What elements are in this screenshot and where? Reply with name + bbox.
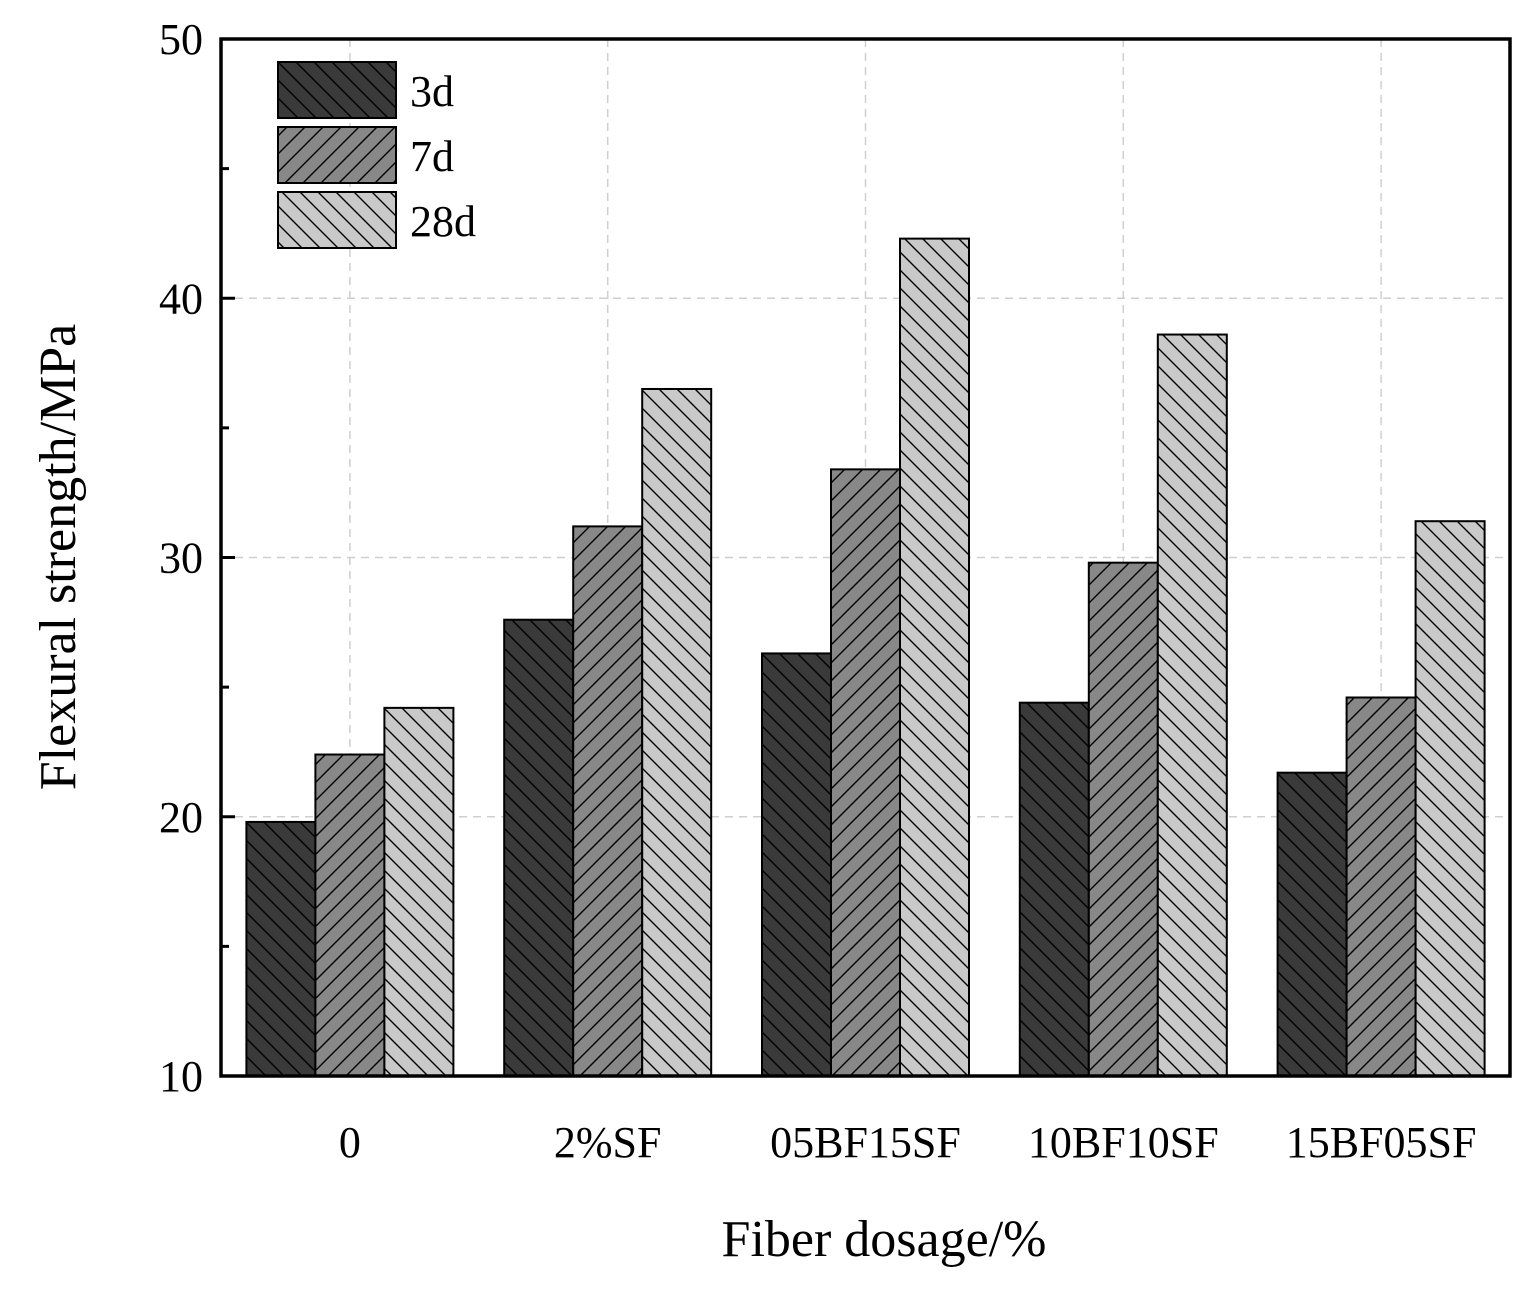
y-tick-label: 40 (159, 274, 203, 323)
axes: 10 20 30 40 50 0 2%SF 05BF15SF 10BF10SF 15BF05SF (159, 15, 1512, 1167)
bar-28d-0 (383, 706, 455, 1077)
legend-label-28d: 28d (410, 197, 476, 246)
x-tick-label: 2%SF (554, 1118, 662, 1167)
x-tick-label: 05BF15SF (770, 1118, 961, 1167)
legend: 3d 7d 28d (277, 61, 476, 249)
legend-swatch-3d (277, 61, 397, 119)
x-tick-label: 15BF05SF (1286, 1118, 1477, 1167)
y-tick-label: 10 (159, 1052, 203, 1101)
bar-3d-15BF05SF (1276, 771, 1348, 1077)
legend-label-3d: 3d (410, 67, 454, 116)
bar-28d-2%SF (641, 387, 713, 1077)
y-tick-label: 30 (159, 534, 203, 583)
bar-3d-0 (245, 820, 317, 1077)
legend-label-7d: 7d (410, 132, 454, 181)
legend-swatch-7d (277, 126, 397, 184)
bar-28d-15BF05SF (1414, 520, 1486, 1077)
bar-7d-15BF05SF (1345, 696, 1417, 1077)
y-tick-label: 20 (159, 793, 203, 842)
bar-7d-2%SF (572, 525, 644, 1077)
bar-7d-0 (314, 753, 386, 1078)
legend-swatch-28d (277, 191, 397, 249)
y-tick-label: 50 (159, 15, 203, 64)
bar-3d-10BF10SF (1018, 701, 1090, 1077)
bar-28d-05BF15SF (899, 237, 970, 1077)
bar-3d-05BF15SF (761, 652, 832, 1077)
x-axis-title: Fiber dosage/% (722, 1211, 1047, 1268)
y-axis-title: Flexural strength/MPa (30, 324, 87, 791)
bar-28d-10BF10SF (1156, 333, 1228, 1078)
bar-7d-05BF15SF (830, 468, 901, 1078)
bar-3d-2%SF (503, 618, 575, 1077)
bars (245, 237, 1486, 1078)
bar-7d-10BF10SF (1087, 561, 1159, 1077)
x-tick-label: 0 (339, 1118, 361, 1167)
x-tick-label: 10BF10SF (1028, 1118, 1219, 1167)
